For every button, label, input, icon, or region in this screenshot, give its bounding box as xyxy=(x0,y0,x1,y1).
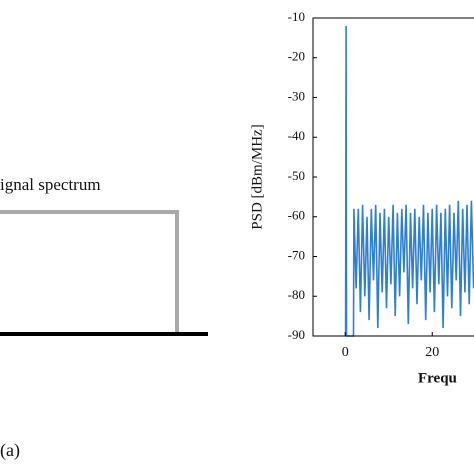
x-tick-label: 0 xyxy=(342,345,349,360)
y-tick-label: -50 xyxy=(288,168,305,183)
x-tick-label: 20 xyxy=(425,345,439,360)
y-tick-label: -90 xyxy=(288,327,305,342)
spectrum-outline xyxy=(0,210,179,333)
y-axis-label: PSD [dBm/MHz] xyxy=(249,124,265,229)
y-tick-label: -20 xyxy=(288,49,305,64)
psd-line xyxy=(344,25,474,337)
y-tick-label: -10 xyxy=(288,9,305,24)
y-tick-label: -60 xyxy=(288,208,305,223)
y-tick-label: -70 xyxy=(288,247,305,262)
panel-label: (a) xyxy=(0,440,20,461)
y-tick-label: -80 xyxy=(288,287,305,302)
x-axis-label: Frequ xyxy=(418,370,457,386)
diagram-label: ignal spectrum xyxy=(0,175,101,194)
y-tick-label: -40 xyxy=(288,128,305,143)
plot-frame xyxy=(312,17,474,337)
y-tick-label: -30 xyxy=(288,88,305,103)
